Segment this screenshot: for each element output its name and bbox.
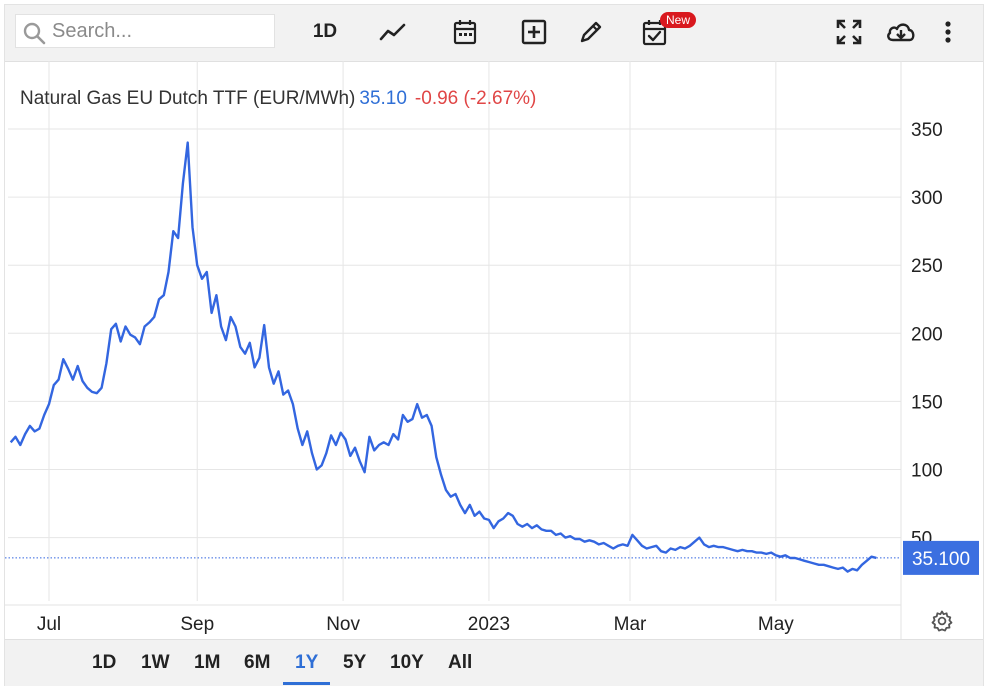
y-tick-label: 350: [911, 120, 943, 141]
plus-square-icon: [521, 19, 547, 45]
search-icon: [23, 22, 46, 45]
x-tick-label: May: [758, 614, 794, 635]
range-button-1m[interactable]: 1M: [194, 652, 221, 673]
more-vertical-icon: [945, 21, 951, 43]
last-price: 35.10: [359, 88, 407, 109]
range-button-5y[interactable]: 5Y: [343, 652, 367, 673]
cloud-download-icon: [887, 23, 915, 42]
new-badge: New: [660, 12, 697, 28]
range-selector: 1D 1W 1M 6M 1Y 5Y 10Y All: [5, 639, 983, 686]
range-button-1y[interactable]: 1Y: [295, 652, 319, 673]
calendar-icon: [453, 20, 477, 45]
y-tick-label: 300: [911, 188, 943, 209]
y-tick-label: 250: [911, 256, 943, 277]
y-tick-label: 100: [911, 461, 943, 482]
range-button-1w[interactable]: 1W: [141, 652, 170, 673]
x-tick-label: Sep: [180, 614, 214, 635]
range-button-all[interactable]: All: [448, 652, 473, 673]
chart-type-button[interactable]: [375, 15, 411, 49]
fullscreen-button[interactable]: [831, 15, 867, 49]
pencil-icon: [580, 21, 602, 43]
toolbar: 1D: [5, 5, 983, 62]
price-change: -0.96 (-2.67%): [414, 88, 537, 109]
chart-widget: 1D: [4, 4, 984, 686]
more-options-button[interactable]: [935, 15, 961, 49]
x-tick-label: Jul: [37, 614, 61, 635]
interval-button[interactable]: 1D: [312, 21, 338, 42]
range-button-10y[interactable]: 10Y: [390, 652, 424, 673]
search-box[interactable]: [15, 14, 275, 48]
chart-area[interactable]: 50 100 150 200 250 300 350 Jul Sep Nov 2023 Mar May 3…: [5, 61, 983, 641]
active-range-indicator: [283, 682, 330, 685]
range-button-6m[interactable]: 6M: [244, 652, 271, 673]
range-button-1d[interactable]: 1D: [92, 652, 117, 673]
x-tick-label: Mar: [614, 614, 647, 635]
draw-button[interactable]: [573, 15, 609, 49]
line-chart-icon: [379, 23, 406, 41]
search-input[interactable]: [52, 15, 272, 47]
date-range-button[interactable]: [447, 15, 483, 49]
x-tick-label: 2023: [468, 614, 510, 635]
x-tick-label: Nov: [326, 614, 360, 635]
add-indicator-button[interactable]: [516, 15, 552, 49]
y-tick-label: 200: [911, 324, 943, 345]
fullscreen-icon: [836, 19, 862, 45]
settings-gear-icon[interactable]: [930, 609, 954, 633]
instrument-name: Natural Gas EU Dutch TTF (EUR/MWh): [20, 88, 356, 109]
price-tag-label: 35.100: [912, 549, 970, 570]
price-tag: [903, 540, 979, 575]
chart-legend: Natural Gas EU Dutch TTF (EUR/MWh) 35.10-…: [20, 88, 536, 110]
y-tick-label: 150: [911, 392, 943, 413]
price-series-line: [9, 141, 877, 573]
download-button[interactable]: [883, 15, 919, 49]
